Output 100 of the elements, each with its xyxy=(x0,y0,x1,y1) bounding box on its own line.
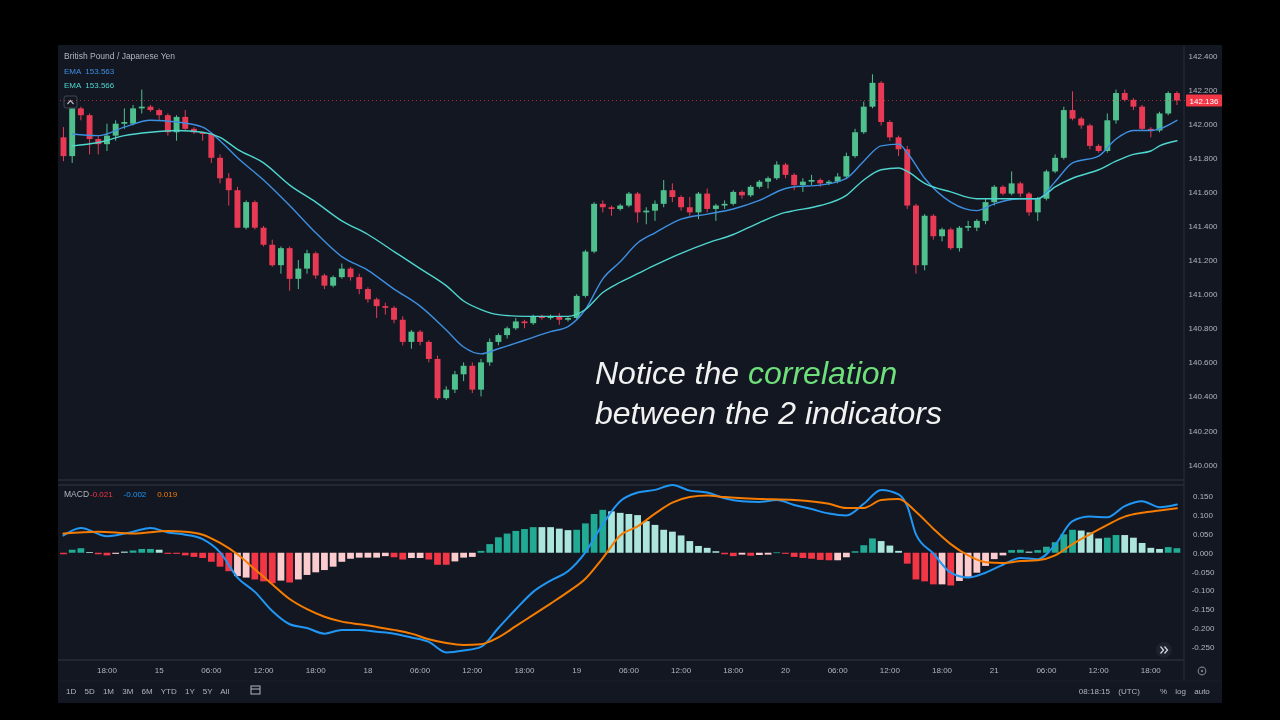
y-tick-label: 141.400 xyxy=(1188,222,1219,231)
bar xyxy=(538,527,546,553)
y-tick-label: 0.000 xyxy=(1192,548,1214,558)
candlestick xyxy=(765,176,772,189)
bar xyxy=(695,545,702,553)
x-tick-label: 06:00 xyxy=(827,666,849,675)
y-tick-label: -0.150 xyxy=(1191,605,1215,615)
bar xyxy=(355,552,363,558)
x-tick-label: 12:00 xyxy=(671,666,692,675)
bar xyxy=(129,550,137,553)
bar xyxy=(921,552,929,582)
bar xyxy=(1034,550,1042,553)
candlestick xyxy=(712,203,719,222)
bar xyxy=(138,548,146,553)
bar xyxy=(1130,537,1137,553)
text: EMA 153.566 xyxy=(64,81,115,90)
y-tick-label: 140.600 xyxy=(1188,358,1219,368)
candlestick xyxy=(1069,90,1076,121)
y-tick-label: -0.050 xyxy=(1191,567,1215,577)
bar xyxy=(1016,549,1024,553)
bar xyxy=(321,552,328,571)
y-tick-label: -0.200 xyxy=(1191,624,1215,634)
bar xyxy=(399,552,407,560)
y-tick-label: 140.200 xyxy=(1188,426,1219,436)
bar xyxy=(207,552,215,562)
bar xyxy=(642,521,650,553)
x-tick-label: 18:00 xyxy=(723,666,744,675)
candlestick xyxy=(1052,153,1059,174)
candlestick xyxy=(652,199,658,222)
candlestick xyxy=(225,172,232,207)
candlestick xyxy=(573,293,580,321)
bar xyxy=(408,552,415,559)
text: 1D 5D 1M 3M 6M YTD 1Y 5Y All xyxy=(66,687,230,696)
candlestick xyxy=(1139,104,1146,132)
candlestick xyxy=(304,249,310,275)
candlestick xyxy=(469,361,476,394)
x-tick-label: 12:00 xyxy=(1088,666,1110,675)
y-tick-label: 142.000 xyxy=(1188,119,1219,129)
candlestick xyxy=(739,189,745,200)
candlestick xyxy=(1086,123,1093,150)
candlestick xyxy=(425,339,432,363)
candlestick xyxy=(373,297,380,319)
bar xyxy=(260,552,267,582)
bar xyxy=(460,552,468,558)
text: MACD xyxy=(64,489,90,499)
y-tick-label: 141.800 xyxy=(1188,153,1219,163)
bar xyxy=(582,523,589,553)
candlestick xyxy=(669,182,676,203)
candlestick xyxy=(217,153,224,184)
y-tick-label: 140.400 xyxy=(1188,392,1219,402)
x-tick-label: 20 xyxy=(781,666,791,675)
candlestick xyxy=(956,225,963,253)
bar xyxy=(364,552,372,558)
bar xyxy=(1103,537,1111,553)
candlestick xyxy=(312,251,319,280)
bar xyxy=(1008,550,1016,553)
bar xyxy=(729,552,737,557)
bar xyxy=(1112,535,1120,553)
candlestick xyxy=(356,273,363,295)
bar xyxy=(155,549,163,553)
y-tick-label: 140.000 xyxy=(1188,460,1219,470)
candlestick xyxy=(634,191,641,224)
text: 0.019 xyxy=(157,490,178,499)
annotation: Notice the correlation between the 2 indicators xyxy=(595,355,942,431)
candlestick xyxy=(843,152,850,179)
bar xyxy=(842,552,850,558)
bar xyxy=(860,545,868,553)
candlestick xyxy=(399,315,406,346)
bar xyxy=(990,552,998,560)
candlestick xyxy=(799,177,806,193)
bar xyxy=(251,552,259,580)
candlestick xyxy=(1034,196,1041,222)
x-tick-label: 19 xyxy=(572,666,582,675)
bar xyxy=(425,552,433,560)
bar xyxy=(747,552,755,556)
bar xyxy=(816,552,824,560)
x-tick-label: 06:00 xyxy=(1036,666,1057,675)
bar xyxy=(268,552,276,584)
candlestick xyxy=(1008,170,1015,196)
bar xyxy=(669,531,676,553)
x-tick-label: 18:00 xyxy=(305,666,327,675)
bar xyxy=(521,529,528,553)
y-tick-label: 142.200 xyxy=(1188,85,1219,95)
bar xyxy=(529,527,537,553)
bar xyxy=(834,552,842,561)
bar xyxy=(1121,535,1129,553)
bar xyxy=(1095,538,1103,553)
bar xyxy=(929,552,937,585)
bar xyxy=(634,515,641,553)
x-tick-label: 18:00 xyxy=(1140,666,1162,675)
bar xyxy=(147,548,154,553)
bar xyxy=(373,552,381,558)
bar xyxy=(660,529,668,553)
bar xyxy=(381,552,389,557)
bar xyxy=(1156,548,1163,553)
bar xyxy=(555,528,563,553)
bar xyxy=(1077,530,1085,553)
bar xyxy=(903,552,911,564)
y-tick-label: 141.000 xyxy=(1188,290,1219,300)
y-tick-label: 0.100 xyxy=(1192,511,1214,521)
